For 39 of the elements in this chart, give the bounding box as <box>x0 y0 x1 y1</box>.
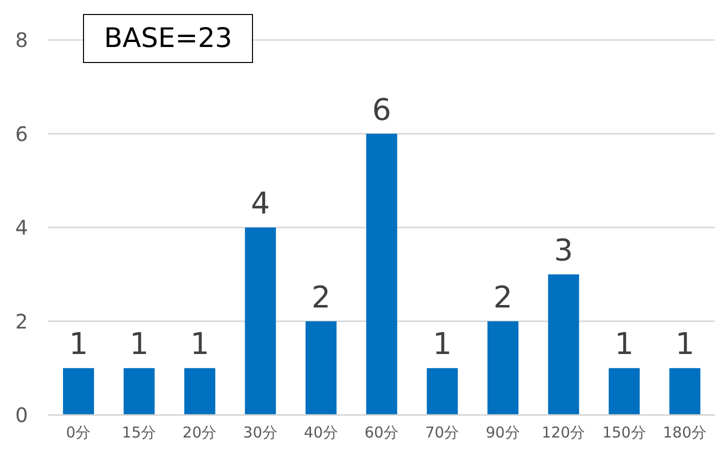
y-tick-label: 4 <box>15 216 28 240</box>
bar <box>608 368 640 415</box>
bar <box>548 274 580 415</box>
data-label: 6 <box>372 92 392 128</box>
x-tick-label: 150分 <box>602 424 646 442</box>
bar <box>366 134 398 415</box>
data-label: 1 <box>130 327 149 362</box>
data-label: 3 <box>554 233 574 268</box>
x-tick-label: 0分 <box>66 424 91 442</box>
data-label: 4 <box>250 186 270 222</box>
bar <box>184 368 216 415</box>
data-label: 1 <box>190 327 210 362</box>
x-tick-label: 180分 <box>662 424 706 442</box>
bar <box>487 321 518 415</box>
bar <box>244 228 276 415</box>
x-tick-label: 70分 <box>425 424 460 442</box>
bar <box>426 368 458 415</box>
bar <box>63 368 94 415</box>
data-label: 2 <box>493 280 512 316</box>
x-tick-label: 20分 <box>182 424 217 442</box>
y-tick-label: 8 <box>15 28 28 52</box>
x-tick-label: 40分 <box>304 424 338 442</box>
x-tick-label: 120分 <box>542 424 586 442</box>
data-label: 2 <box>312 280 331 316</box>
data-label: 1 <box>614 327 634 362</box>
y-tick-label: 6 <box>15 122 28 146</box>
data-label: 1 <box>68 327 88 362</box>
y-tick-label: 0 <box>15 403 28 428</box>
bar <box>306 321 337 415</box>
data-label: 1 <box>675 327 694 362</box>
data-label: 1 <box>432 327 452 362</box>
bar <box>124 368 155 415</box>
x-tick-label: 30分 <box>243 424 278 442</box>
x-tick-label: 90分 <box>486 424 520 442</box>
x-tick-label: 15分 <box>122 424 156 442</box>
annotation: BASE=23 <box>83 14 254 63</box>
y-tick-label: 2 <box>15 309 28 334</box>
bar <box>669 368 700 415</box>
x-tick-label: 60分 <box>364 424 399 442</box>
